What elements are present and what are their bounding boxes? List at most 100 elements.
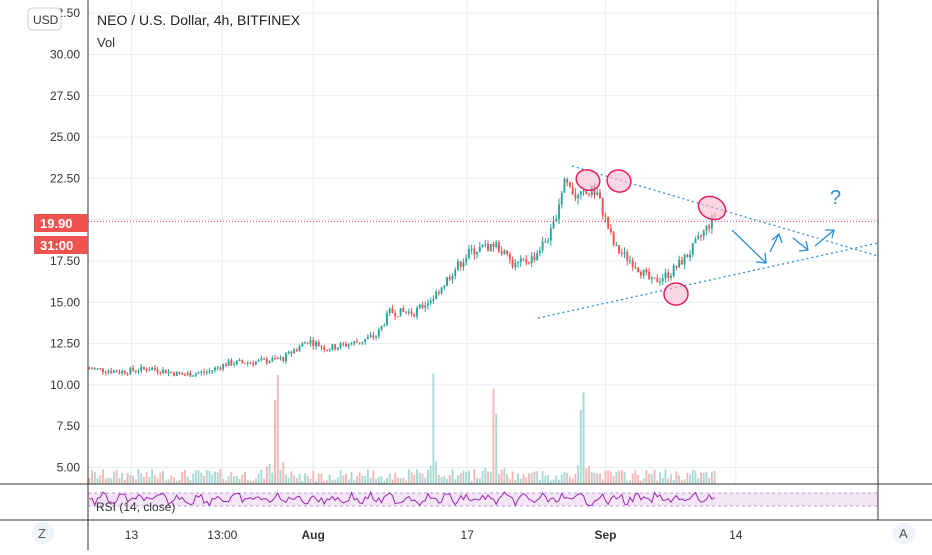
candle-body xyxy=(599,192,601,199)
volume-bar xyxy=(355,476,358,484)
volume-bar xyxy=(626,480,629,484)
volume-bar xyxy=(361,475,364,484)
volume-bar xyxy=(394,473,397,484)
volume-bar xyxy=(457,475,459,484)
volume-bar xyxy=(435,461,438,484)
candle-body xyxy=(609,228,612,233)
volume-bar xyxy=(233,476,236,484)
volume-bar xyxy=(287,477,290,484)
volume-bar xyxy=(500,469,503,484)
volume-bar xyxy=(252,480,255,484)
triangle-pattern: ? xyxy=(537,165,879,319)
volume-bar xyxy=(320,473,323,484)
candle-body xyxy=(104,371,107,373)
price-axis[interactable]: 5.007.5010.0012.5015.0017.5020.0022.5025… xyxy=(50,6,80,474)
candle-body xyxy=(91,368,94,370)
volume-bar xyxy=(446,479,449,484)
volume-bar xyxy=(189,480,192,484)
candle-body xyxy=(656,277,659,283)
auto-scale-button[interactable] xyxy=(893,522,915,544)
candle-body xyxy=(432,298,435,301)
volume-bar xyxy=(541,471,544,484)
candle-body xyxy=(293,349,296,354)
volume-bar xyxy=(214,471,216,484)
candle-body xyxy=(369,335,372,338)
price-tick-label: 10.00 xyxy=(50,378,80,392)
volume-bar xyxy=(156,477,159,484)
candle-body xyxy=(585,190,588,194)
candle-body xyxy=(508,254,511,260)
volume-bar xyxy=(197,470,200,484)
auto-scale-label[interactable]: A xyxy=(899,526,908,541)
time-axis[interactable]: 13 13:00 Aug 17 Sep 14 xyxy=(125,528,743,542)
volume-bar xyxy=(686,472,689,484)
candle-body xyxy=(626,252,629,261)
candle-body xyxy=(143,366,145,369)
volume-bar xyxy=(424,477,427,484)
candle-body xyxy=(514,262,517,267)
volume-bar xyxy=(380,476,383,484)
volume-bar xyxy=(104,478,107,484)
candle-body xyxy=(582,190,585,192)
volume-bar xyxy=(331,480,334,484)
candle-body xyxy=(661,278,664,282)
plot-area[interactable] xyxy=(88,0,878,520)
candle-body xyxy=(637,267,640,272)
volume-bar xyxy=(159,472,162,484)
zoom-reset-label[interactable]: Z xyxy=(38,526,46,541)
volume-bar xyxy=(254,478,257,484)
rsi-label: RSI (14, close) xyxy=(96,500,175,514)
question-mark: ? xyxy=(830,187,841,209)
volume-bar xyxy=(88,478,91,484)
candle-body xyxy=(331,344,334,350)
candle-body xyxy=(170,371,173,373)
currency-button[interactable] xyxy=(27,7,62,31)
candle-body xyxy=(265,358,268,364)
volume-bar xyxy=(503,468,506,484)
candle-body xyxy=(388,308,391,313)
volume-bar xyxy=(487,471,489,484)
candle-body xyxy=(350,343,353,345)
volume-bar xyxy=(244,472,246,484)
candle-body xyxy=(358,342,361,344)
volume-bar xyxy=(309,478,312,484)
candle-body xyxy=(667,272,670,278)
candle-body xyxy=(241,360,244,363)
candle-body xyxy=(175,371,178,376)
volume-bar xyxy=(525,477,528,484)
candle-body xyxy=(402,308,405,312)
volume-bar xyxy=(448,474,451,484)
candle-body xyxy=(675,265,678,268)
volume-bar xyxy=(110,478,113,484)
candle-body xyxy=(659,281,661,283)
candle-body xyxy=(252,362,255,365)
volume-bar xyxy=(607,469,610,484)
candle-body xyxy=(492,244,495,248)
volume-bar xyxy=(713,471,716,484)
candle-body xyxy=(118,372,121,374)
candle-body xyxy=(653,277,656,279)
candle-body xyxy=(426,303,429,306)
candle-body xyxy=(164,369,167,374)
zoom-reset-button[interactable] xyxy=(32,522,54,544)
candle-body xyxy=(708,225,711,229)
candle-body xyxy=(263,358,266,360)
candle-body xyxy=(467,249,470,258)
volume-bar xyxy=(175,480,178,484)
volume-bar xyxy=(650,474,653,484)
candle-body xyxy=(151,367,154,371)
volume-bar xyxy=(162,471,165,484)
candle-body xyxy=(470,248,473,250)
volume-bar xyxy=(230,472,233,484)
candle-body xyxy=(596,192,599,195)
currency-label[interactable]: USD xyxy=(33,13,59,27)
volume-bar xyxy=(107,477,110,484)
candle-body xyxy=(413,313,416,317)
volume-bar xyxy=(293,475,296,484)
volume-bar xyxy=(634,470,637,484)
projection-arrows xyxy=(731,229,835,264)
volume-bar xyxy=(121,473,124,484)
candle-body xyxy=(421,304,424,308)
